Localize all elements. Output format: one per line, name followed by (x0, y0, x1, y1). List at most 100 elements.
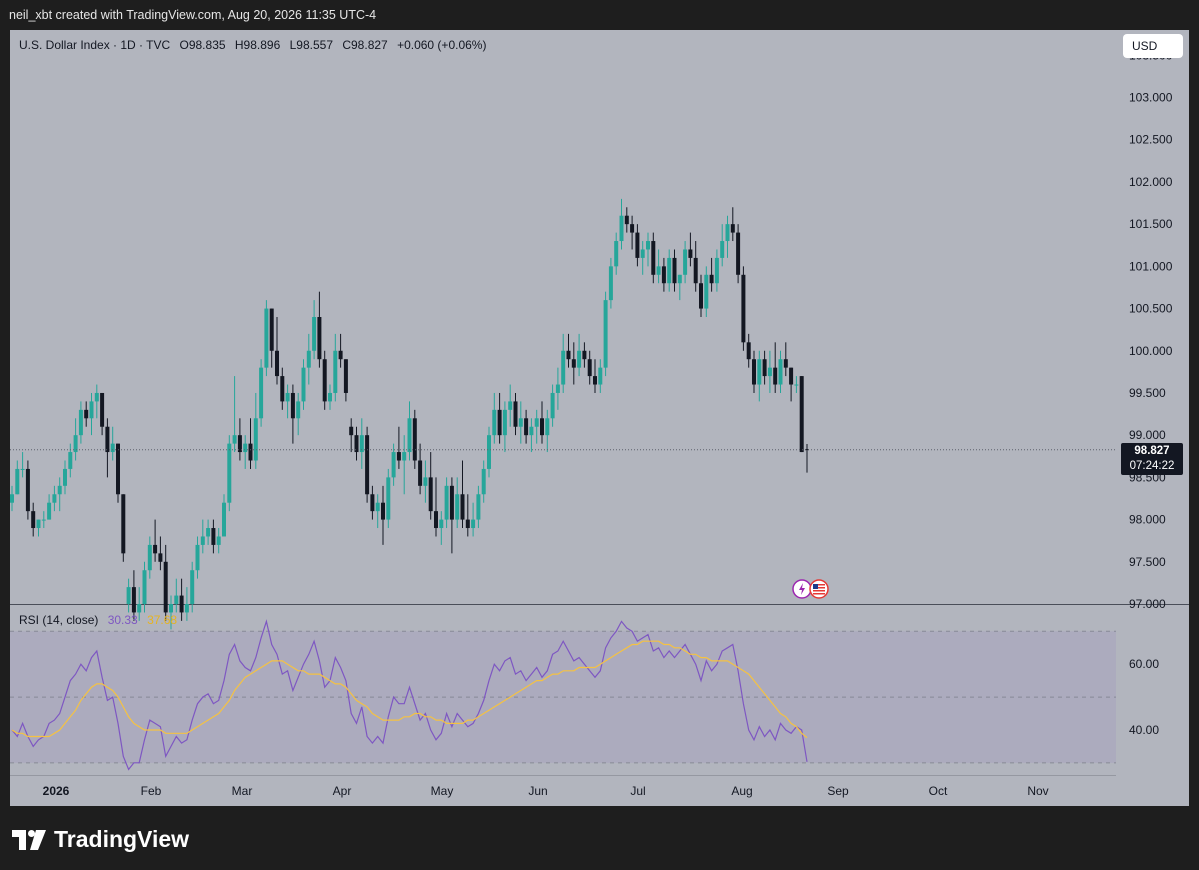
candle (460, 494, 465, 520)
candle (25, 468, 30, 512)
candle (73, 435, 78, 453)
candle (497, 409, 502, 436)
candle (386, 477, 391, 520)
chart-area[interactable]: 103.500103.000102.500102.000101.500101.0… (10, 30, 1189, 806)
candle (593, 376, 597, 385)
candle (100, 392, 105, 427)
candle (767, 367, 772, 377)
candle (301, 367, 306, 402)
time-tick-label: Aug (731, 784, 752, 798)
candle (757, 359, 762, 385)
candle (529, 426, 534, 436)
flag-canton (813, 584, 818, 589)
candle (518, 418, 523, 427)
time-tick-label: Oct (929, 784, 948, 798)
candle (206, 528, 211, 537)
rsi-line (11, 619, 808, 771)
candle (333, 350, 338, 393)
candle (222, 502, 226, 537)
candle (169, 604, 173, 613)
flag-stripe (813, 593, 825, 595)
candle (195, 544, 200, 571)
candle (635, 232, 640, 258)
candle (582, 350, 587, 360)
price-tick-label: 102.500 (1129, 133, 1173, 147)
candle (434, 511, 438, 529)
time-tick-label: May (431, 784, 454, 798)
candle (571, 359, 576, 368)
candle (444, 485, 449, 520)
candle (688, 249, 693, 258)
candle (725, 224, 730, 242)
candle (513, 401, 518, 427)
chart-canvas[interactable]: 103.500103.000102.500102.000101.500101.0… (10, 30, 1189, 806)
candle (285, 392, 290, 402)
currency-button[interactable]: USD (1123, 34, 1183, 58)
bar-countdown: 07:24:22 (1129, 460, 1175, 472)
rsi-value: 30.33 (107, 613, 138, 627)
candle (640, 249, 645, 258)
candle (131, 587, 136, 613)
candle (704, 274, 709, 309)
candle (439, 519, 444, 529)
candle (142, 570, 147, 604)
candle (365, 435, 370, 495)
candle (237, 435, 242, 453)
candle (381, 502, 385, 520)
candle (296, 401, 301, 419)
price-tick-label: 97.500 (1129, 555, 1166, 569)
candle (545, 418, 550, 436)
high-value: H98.896 (234, 38, 281, 52)
candle (312, 317, 317, 351)
candle (52, 494, 57, 503)
candle (158, 553, 163, 562)
candle (619, 215, 624, 242)
candle (762, 359, 767, 377)
candle (211, 528, 216, 545)
flag-stripe (813, 587, 825, 589)
time-tick-label: Feb (141, 784, 162, 798)
candle (598, 367, 603, 385)
tradingview-logo-icon (12, 829, 46, 850)
candle (555, 384, 560, 393)
price-tick-label: 99.500 (1129, 386, 1166, 400)
rsi-tick-label: 60.00 (1129, 657, 1159, 671)
price-tick-label: 100.000 (1129, 344, 1173, 358)
time-tick-label: Mar (232, 784, 253, 798)
rsi-legend: RSI (14, close) 30.33 37.68 (19, 613, 183, 627)
time-tick-label: Apr (333, 784, 352, 798)
candle (31, 511, 36, 529)
price-tick-label: 98.000 (1129, 513, 1166, 527)
candle (317, 317, 322, 360)
symbol-title[interactable]: U.S. Dollar Index · 1D · TVC (19, 38, 171, 52)
candle (794, 384, 799, 386)
candle (36, 519, 41, 529)
candle (322, 359, 327, 402)
low-value: L98.557 (289, 38, 333, 52)
candle (418, 460, 423, 486)
candle (94, 392, 99, 402)
candle (20, 468, 25, 470)
candle (137, 604, 142, 613)
price-tick-label: 101.000 (1129, 259, 1173, 273)
candle (624, 215, 629, 225)
time-tick-label: 2026 (43, 784, 70, 798)
candle (714, 257, 719, 284)
candle (476, 494, 481, 520)
candle (646, 241, 650, 250)
candle (741, 274, 746, 343)
candle (253, 418, 258, 461)
candle (153, 544, 158, 554)
close-value: C98.827 (342, 38, 388, 52)
rsi-ma-line (11, 640, 808, 739)
candle (232, 435, 237, 444)
brand-name: TradingView (54, 826, 190, 852)
candle (275, 350, 279, 377)
last-price-tag: 98.827 07:24:22 (1121, 443, 1183, 475)
rsi-label[interactable]: RSI (14, close) (19, 613, 99, 627)
candle (465, 519, 470, 529)
candle (699, 283, 703, 309)
candle (243, 443, 248, 453)
time-tick-label: Sep (827, 784, 849, 798)
candle (540, 418, 544, 436)
